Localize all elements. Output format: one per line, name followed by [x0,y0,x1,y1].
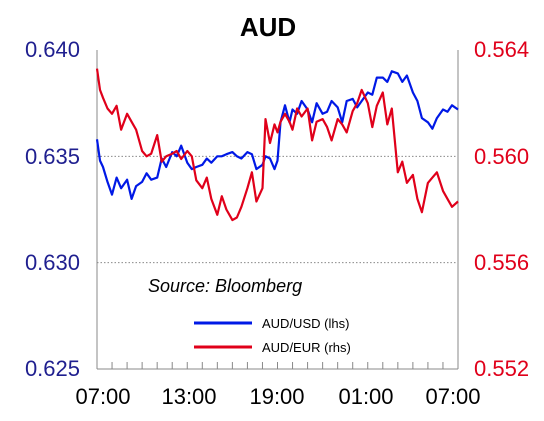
x-tick-label: 07:00 [75,384,130,409]
x-tick-labels: 07:00 13:00 19:00 01:00 07:00 [75,384,480,409]
y-left-tick-label: 0.640 [25,37,80,62]
legend: AUD/USD (lhs) AUD/EUR (rhs) [194,316,351,355]
y-right-tick-label: 0.552 [474,356,529,381]
y-left-tick-labels: 0.640 0.635 0.630 0.625 [25,37,80,381]
y-right-tick-label: 0.564 [474,37,529,62]
chart-title: AUD [240,12,296,42]
series-layer [95,68,459,222]
series-line-aud-eur [95,68,459,222]
y-right-tick-label: 0.560 [474,144,529,169]
x-tick-label: 19:00 [249,384,304,409]
x-tick-label: 07:00 [425,384,480,409]
plot-area [96,50,459,370]
y-right-tick-label: 0.556 [474,250,529,275]
legend-label-aud-eur: AUD/EUR (rhs) [262,340,351,355]
source-annotation: Source: Bloomberg [148,276,302,296]
x-axis-ticks [96,362,459,369]
x-tick-label: 13:00 [161,384,216,409]
grid-lines [97,155,458,264]
y-left-tick-label: 0.625 [25,356,80,381]
legend-label-aud-usd: AUD/USD (lhs) [262,316,349,331]
series-line-aud-usd [95,70,459,200]
y-right-tick-labels: 0.564 0.560 0.556 0.552 [474,37,529,381]
y-left-tick-label: 0.635 [25,144,80,169]
x-tick-label: 01:00 [338,384,393,409]
y-left-tick-label: 0.630 [25,250,80,275]
